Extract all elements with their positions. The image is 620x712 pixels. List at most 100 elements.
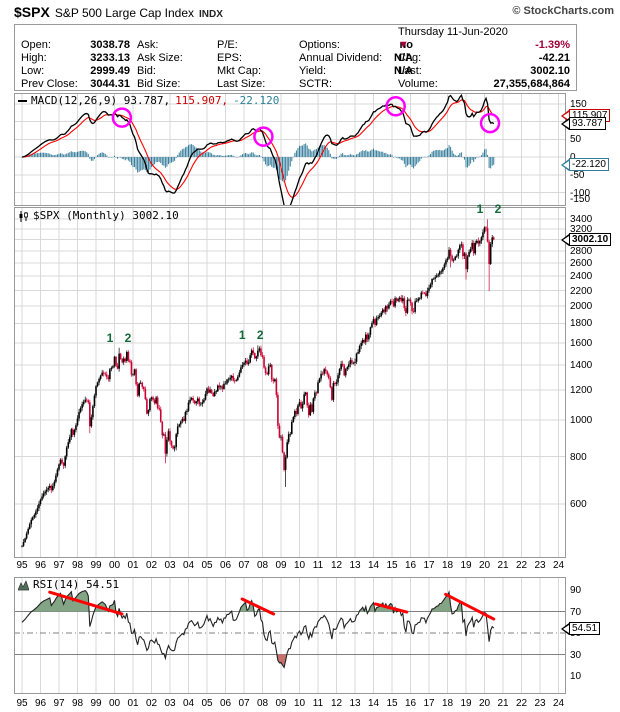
quote-field: Mkt Cap: (217, 65, 262, 77)
axis-tick-label: 1600 (570, 337, 593, 349)
quote-field: Bid: (137, 65, 156, 77)
chg-value: -42.21 (538, 52, 570, 64)
axis-tick-label: 2800 (570, 245, 593, 257)
ticker-symbol: $SPX (14, 4, 50, 20)
x-axis-year-label: 08 (256, 698, 269, 709)
x-axis-year-label: 12 (330, 560, 343, 571)
x-axis-year-label: 04 (182, 698, 195, 709)
quote-field: Ask Size: (137, 52, 183, 64)
axis-tick-label: 2400 (570, 271, 593, 283)
x-axis-year-label: 07 (238, 560, 250, 571)
x-axis-year-label: 95 (16, 560, 28, 571)
x-axis-year-label: 21 (497, 560, 509, 571)
x-axis-year-label: 98 (71, 560, 84, 571)
x-axis-year-label: 23 (534, 560, 546, 571)
axis-tick-label: 800 (570, 451, 587, 463)
macd-line-swatch-icon (18, 100, 27, 102)
axis-tick-label: 50 (570, 134, 582, 146)
axis-tick-label: -100 (570, 187, 591, 199)
axis-tick-label: 90 (570, 585, 582, 596)
x-axis-year-label: 18 (441, 560, 454, 571)
x-axis-year-label: 16 (404, 560, 417, 571)
x-axis-year-label: 22 (515, 698, 528, 709)
x-axis-year-label: 09 (275, 560, 287, 571)
x-axis-year-label: 01 (127, 698, 139, 709)
axis-tick-label: 1000 (570, 415, 593, 427)
ticker-name: S&P 500 Large Cap Index (54, 6, 195, 20)
quote-field: Bid Size: (137, 78, 181, 90)
x-axis-year-label: 20 (478, 560, 491, 571)
x-axis-year-label: 07 (238, 698, 250, 709)
x-axis-year-label: 24 (552, 560, 565, 571)
x-axis-year-label: 17 (423, 560, 435, 571)
x-axis-years-bottom: 95 96 97 98 99 00 01 02 03 04 05 06 07 08 09 10 11 12 13 14… (0, 698, 620, 711)
quote-field: Ask: (137, 39, 159, 51)
price-legend-text: $SPX (Monthly) 3002.10 (33, 209, 179, 222)
percent-change: -1.39% (535, 39, 570, 51)
axis-tick-label: 150 (570, 98, 587, 110)
x-axis-year-label: 02 (145, 698, 158, 709)
macd-line-tag: 93.787 (561, 117, 606, 131)
x-axis-year-label: 13 (349, 698, 361, 709)
axis-tick-label: 3200 (570, 223, 593, 235)
chart-title: $SPX S&P 500 Large Cap Index INDX (14, 4, 614, 22)
axis-tick-label: 2600 (570, 258, 593, 270)
axis-tick-label: 1800 (570, 318, 593, 330)
chg-label: Chg: (398, 52, 422, 64)
exchange-label: INDX (199, 9, 223, 20)
x-axis-year-label: 14 (367, 698, 380, 709)
x-axis-year-label: 96 (34, 560, 47, 571)
macd-legend: MACD(12,26,9) 93.787, 115.907, -22.120 (18, 95, 279, 107)
quote-field: SCTR: (299, 78, 332, 90)
axis-tick-label: 600 (570, 498, 587, 510)
quote-field: Yield: N/A (299, 65, 413, 77)
x-axis-year-label: 11 (312, 560, 324, 571)
x-axis-year-label: 10 (293, 560, 306, 571)
quote-field: Low: 2999.49 (21, 65, 130, 77)
x-axis-year-label: 05 (201, 560, 213, 571)
quote-field: Options: no (299, 39, 413, 51)
x-axis-year-label: 03 (164, 560, 176, 571)
x-axis-years-mid: 95 96 97 98 99 00 01 02 03 04 05 06 07 08 09 10 11 12 13 14… (0, 560, 620, 573)
quote-col-options: Options: no Annual Dividend: N/A Yield: N/A SC… (299, 39, 413, 91)
quote-col-fundamentals: P/E: EPS: Mkt Cap: Last Size: (217, 39, 265, 91)
x-axis-year-label: 06 (219, 560, 232, 571)
x-axis-year-label: 06 (219, 698, 232, 709)
x-axis-year-label: 97 (53, 560, 65, 571)
quote-date: Thursday 11-Jun-2020 (398, 26, 508, 38)
x-axis-year-label: 09 (275, 698, 287, 709)
volume-value: 27,355,684,864 (493, 78, 570, 90)
quote-field: Open: 3038.78 (21, 39, 130, 51)
axis-tick-label: 30 (570, 649, 582, 661)
x-axis-year-label: 18 (441, 698, 454, 709)
x-axis-year-label: 01 (127, 560, 139, 571)
x-axis-year-label: 08 (256, 560, 269, 571)
axis-tick-label: 2000 (570, 301, 593, 313)
x-axis-year-label: 14 (367, 560, 380, 571)
rsi-legend: RSI(14) 54.51 (18, 579, 119, 591)
x-axis-year-label: 04 (182, 560, 195, 571)
x-axis-year-label: 15 (386, 698, 398, 709)
price-legend: $SPX (Monthly) 3002.10 (18, 210, 179, 222)
last-label: Last: (398, 65, 422, 77)
macd-legend-signal: 115.907, (175, 94, 229, 107)
axis-tick-label: 1400 (570, 359, 593, 371)
copyright-label: © StockCharts.com (512, 5, 614, 17)
axis-tick-label: 10 (570, 671, 582, 682)
x-axis-year-label: 12 (330, 698, 343, 709)
axis-tick-label: -50 (570, 169, 585, 181)
quote-col-ohlc: Open: 3038.78 High: 3233.13 Low: 2999.49 Prev … (21, 39, 130, 91)
x-axis-year-label: 15 (386, 560, 398, 571)
axis-tick-label: 2200 (570, 285, 593, 297)
elliott-wave-peak-label: 1 2 (106, 330, 136, 345)
volume-label: Volume: (398, 78, 438, 90)
x-axis-year-label: 02 (145, 560, 158, 571)
x-axis-year-label: 19 (460, 698, 472, 709)
candlestick-icon (19, 210, 28, 222)
x-axis-year-label: 95 (16, 698, 28, 709)
x-axis-year-label: 99 (90, 698, 102, 709)
quote-field: P/E: (217, 39, 238, 51)
macd-legend-hist: -22.120 (233, 94, 280, 107)
